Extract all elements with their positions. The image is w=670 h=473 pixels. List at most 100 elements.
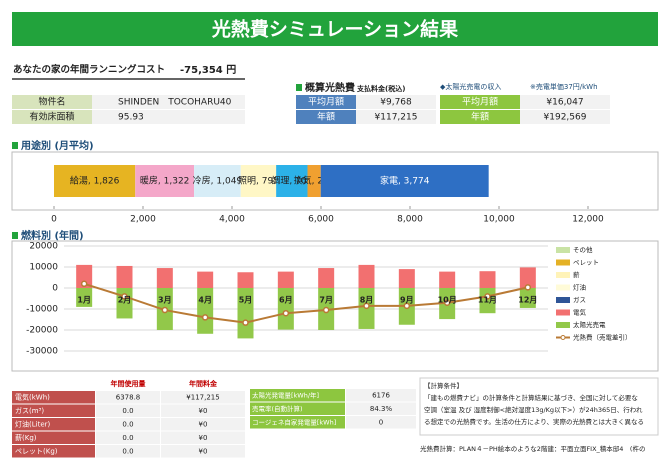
marker [12, 142, 18, 149]
legend-label: 光熱費（売電差引） [573, 333, 632, 342]
cell [356, 110, 436, 124]
cell [440, 110, 520, 124]
solar-value: ¥16,047 [546, 98, 583, 108]
usage-cost: ¥0 [199, 421, 208, 429]
usage-table: 電気(kWh) 6378.8 ¥117,215 ガス(m³) 0.0 ¥0 灯油(Liter… [12, 391, 245, 458]
line-marker [363, 302, 370, 310]
costs-label: 年額 [317, 111, 335, 123]
line-marker [484, 293, 491, 300]
bar-segment [54, 165, 136, 197]
line-marker [80, 280, 88, 288]
line-marker [121, 293, 128, 300]
y-tick-label: -30000 [26, 347, 58, 357]
usage-amount: 0.0 [122, 434, 133, 442]
cell [161, 445, 245, 458]
legend-swatch [556, 322, 570, 328]
bar [398, 269, 415, 288]
generation-value: 84.3% [370, 405, 393, 413]
bar-segment [276, 165, 308, 197]
cell [356, 95, 436, 109]
x-tick-label: 3月 [158, 296, 172, 305]
chart-frame [11, 240, 659, 372]
legend-swatch [556, 259, 570, 266]
line-marker [242, 319, 249, 326]
bar-segment [240, 165, 277, 197]
conditions-title: 【計算条件】 [424, 381, 463, 390]
usage-cost: ¥0 [199, 407, 208, 415]
cell [296, 95, 356, 109]
costs-value: ¥117,215 [375, 113, 418, 123]
cell [250, 416, 345, 429]
bar [318, 268, 335, 288]
cell [96, 418, 160, 431]
costs-title: 概算光熱費 [305, 81, 355, 94]
x-tick-label: 10月 [438, 296, 457, 305]
property-label: 有効床面積 [29, 111, 74, 123]
banner [12, 12, 658, 46]
x-tick-label: 12,000 [572, 215, 604, 225]
cell [161, 431, 245, 444]
line-marker [524, 284, 532, 291]
legend-label: ペレット [573, 259, 599, 267]
cell [520, 95, 610, 109]
x-tick-label: 10,000 [483, 215, 515, 225]
bar [519, 288, 536, 308]
bar [277, 271, 294, 288]
cell [12, 431, 95, 444]
line-marker [201, 314, 209, 321]
generation-label: 売電率(自動計算) [252, 404, 303, 413]
bar [116, 265, 133, 288]
usage-amount: 6378.8 [116, 394, 141, 402]
line-marker [282, 309, 290, 317]
cell [250, 402, 345, 415]
bar-segment [135, 165, 195, 197]
data-label: 調理, 705 [271, 175, 312, 187]
cell [12, 110, 92, 124]
usage-cost: ¥117,215 [186, 394, 219, 402]
generation-value: 6176 [372, 392, 390, 400]
x-tick-label: 8月 [360, 296, 374, 305]
chart-frame [11, 151, 659, 211]
bar [237, 288, 254, 339]
usage-amount: 0.0 [122, 421, 133, 429]
data-label: 冷房, 1,049 [193, 175, 243, 187]
bar [197, 271, 214, 288]
cell [96, 445, 160, 458]
data-label: 家電, 3,774 [380, 175, 430, 187]
conditions-line: る想定での光熱費です。生活の仕方により、実際の光熱費とは大きく異なる [424, 417, 644, 426]
data-label: 給湯, 1,826 [70, 175, 120, 187]
legend-swatch [560, 335, 566, 340]
usage-label: 電気(kWh) [15, 393, 50, 402]
conditions-line: 空調（室温 及び 湿度制御<絶対湿度13g/Kg以下>）が24h365日、行われ [424, 405, 643, 414]
cell [12, 445, 95, 458]
chart-title: 用途別 (月平均) [20, 139, 94, 152]
x-tick-label: 4,000 [219, 215, 245, 225]
cell [296, 110, 356, 124]
bar [156, 268, 173, 288]
solar-title: ◆太陽光売電の収入 [440, 82, 501, 91]
bar-segment [307, 165, 321, 197]
cell [12, 418, 95, 431]
running-cost-value: -75,354 円 [180, 64, 236, 76]
bar [358, 264, 375, 288]
usage-label: 灯油(Liter) [15, 420, 51, 429]
cell [161, 404, 245, 417]
usage-label: ペレット(Kg) [15, 448, 58, 456]
bar [479, 271, 496, 288]
cell [12, 391, 95, 404]
data-label: 暖房, 1,322 [140, 175, 190, 187]
x-tick-label: 1月 [77, 296, 91, 305]
generation-value: 0 [379, 419, 383, 427]
bar [479, 288, 496, 314]
cell [96, 404, 160, 417]
costs-label: 平均月額 [308, 96, 344, 108]
solar-label: 年額 [471, 111, 489, 123]
cell [440, 95, 520, 109]
bar [237, 272, 254, 288]
line-marker [161, 306, 169, 314]
x-tick-label: 8,000 [397, 215, 423, 225]
legend-swatch [556, 272, 570, 278]
line-marker [322, 306, 330, 314]
legend-swatch [556, 297, 570, 303]
